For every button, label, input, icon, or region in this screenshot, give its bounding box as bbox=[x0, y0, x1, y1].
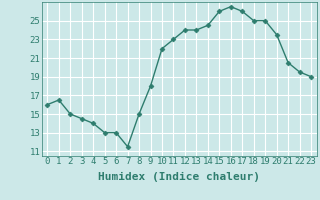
X-axis label: Humidex (Indice chaleur): Humidex (Indice chaleur) bbox=[98, 172, 260, 182]
